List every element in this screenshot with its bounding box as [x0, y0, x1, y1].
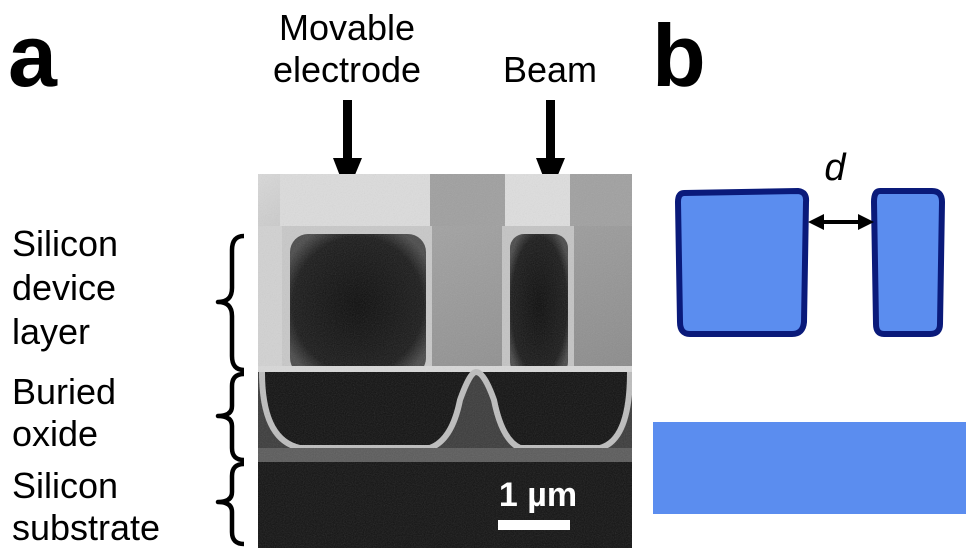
buried-oxide-label-line1: Buried [12, 371, 116, 412]
movable-electrode-label-line1: Movable [279, 7, 415, 48]
device-layer-label-line2: device [12, 267, 116, 308]
substrate-label-line1: Silicon [12, 465, 118, 506]
device-layer-label-line1: Silicon [12, 223, 118, 264]
panel-letter-a: a [8, 6, 58, 105]
substrate-block [653, 422, 966, 514]
device-layer-label-line3: layer [12, 311, 90, 352]
scale-bar [498, 520, 570, 530]
sem-micrograph: 1 µm [258, 174, 632, 550]
device-layer-brace [218, 236, 244, 370]
panel-letter-b: b [652, 6, 706, 105]
movable-electrode-label-line2: electrode [273, 49, 421, 90]
buried-oxide-brace [218, 374, 244, 460]
buried-oxide-label-line2: oxide [12, 413, 98, 454]
beam-label: Beam [503, 49, 597, 90]
gap-label: d [824, 147, 847, 189]
beam-block [874, 191, 942, 334]
scale-bar-label: 1 µm [499, 476, 577, 514]
substrate-label-line2: substrate [12, 507, 160, 548]
substrate-brace [218, 464, 244, 544]
gap-double-arrow [808, 214, 874, 230]
electrode-block [678, 191, 806, 334]
